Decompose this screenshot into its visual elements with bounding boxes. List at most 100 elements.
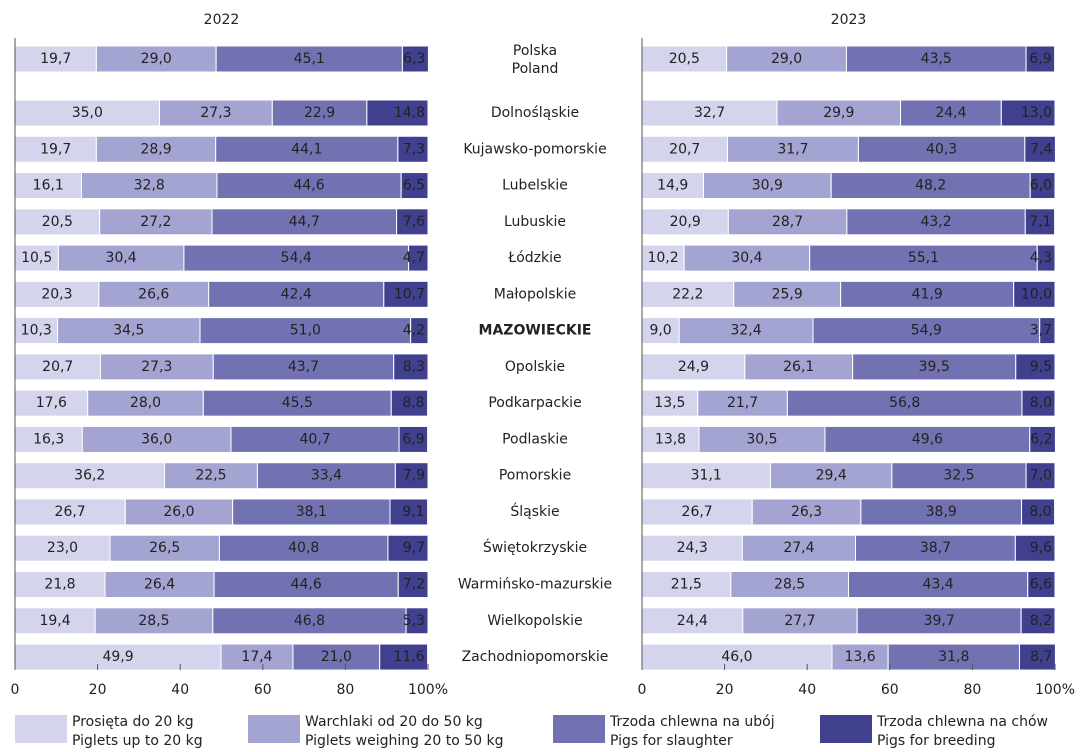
bar-segment xyxy=(98,280,210,308)
value-label: 54,9 xyxy=(911,323,942,339)
bar-segment xyxy=(786,389,1023,417)
legend-label-en: Pigs for slaughter xyxy=(610,733,733,749)
value-label: 31,8 xyxy=(938,649,969,665)
bar-segment xyxy=(857,135,1026,163)
value-label: 6,0 xyxy=(1030,178,1052,194)
value-label: 8,0 xyxy=(1030,395,1052,411)
x-tick-label: 100% xyxy=(408,682,448,698)
bar-segment xyxy=(396,208,429,236)
category-label: Śląskie xyxy=(510,502,559,520)
bar-segment xyxy=(57,244,185,272)
value-label: 10,2 xyxy=(647,250,678,266)
bar-segment xyxy=(408,244,429,272)
value-label: 22,5 xyxy=(195,468,226,484)
value-label: 49,6 xyxy=(912,431,943,447)
value-label: 9,0 xyxy=(649,323,671,339)
value-label: 24,4 xyxy=(935,105,966,121)
bar-segment xyxy=(256,462,396,490)
value-label: 28,5 xyxy=(138,613,169,629)
value-label: 27,3 xyxy=(200,105,231,121)
bar-segment xyxy=(394,462,429,490)
value-label: 27,3 xyxy=(141,359,172,375)
value-label: 9,5 xyxy=(1030,359,1052,375)
legend-label: Prosięta do 20 kg xyxy=(72,714,194,730)
value-label: 28,5 xyxy=(774,577,805,593)
value-label: 17,4 xyxy=(241,649,272,665)
value-label: 24,3 xyxy=(677,540,708,556)
value-label: 14,8 xyxy=(394,105,425,121)
bar-segment xyxy=(733,280,842,308)
value-label: 13,0 xyxy=(1021,105,1052,121)
value-label: 20,5 xyxy=(42,214,73,230)
value-label: 10,7 xyxy=(394,286,425,302)
value-label: 36,2 xyxy=(74,468,105,484)
legend-swatch xyxy=(553,715,605,743)
value-label: 31,7 xyxy=(777,141,808,157)
value-label: 54,4 xyxy=(281,250,312,266)
value-label: 26,3 xyxy=(791,504,822,520)
value-label: 22,9 xyxy=(304,105,335,121)
value-label: 30,4 xyxy=(106,250,137,266)
x-tick-label: 60 xyxy=(881,682,899,698)
bar-segment xyxy=(14,280,100,308)
bar-segment xyxy=(212,353,395,381)
value-label: 6,9 xyxy=(1029,51,1051,67)
category-label: Podkarpackie xyxy=(488,395,581,411)
value-label: 38,1 xyxy=(296,504,327,520)
value-label: 20,7 xyxy=(669,141,700,157)
value-label: 26,7 xyxy=(682,504,713,520)
legend-label-en: Piglets up to 20 kg xyxy=(72,733,203,749)
bar-segment xyxy=(769,462,893,490)
value-label: 8,8 xyxy=(402,395,424,411)
bar-segment xyxy=(678,317,814,345)
value-label: 13,8 xyxy=(655,431,686,447)
value-label: 40,8 xyxy=(288,540,319,556)
bar-segment xyxy=(14,462,166,490)
bar-segment xyxy=(387,534,429,562)
bar-segment xyxy=(1027,571,1056,599)
legend-label: Trzoda chlewna na chów xyxy=(876,714,1048,730)
bar-segment xyxy=(730,571,849,599)
category-label: Kujawsko-pomorskie xyxy=(463,141,606,157)
legend-swatch xyxy=(820,715,872,743)
x-tick-label: 0 xyxy=(638,682,647,698)
bar-segment xyxy=(393,353,429,381)
value-label: 9,7 xyxy=(403,540,425,556)
value-label: 40,3 xyxy=(926,141,957,157)
bar-segment xyxy=(891,462,1027,490)
bar-segment xyxy=(1015,353,1056,381)
value-label: 44,6 xyxy=(293,178,324,194)
value-label: 17,6 xyxy=(36,395,67,411)
value-label: 29,4 xyxy=(816,468,847,484)
value-label: 10,3 xyxy=(21,323,52,339)
bar-segment xyxy=(641,389,699,417)
value-label: 13,5 xyxy=(654,395,685,411)
value-label: 6,6 xyxy=(1030,577,1052,593)
value-label: 48,2 xyxy=(915,178,946,194)
value-label: 20,9 xyxy=(670,214,701,230)
bar-segment xyxy=(860,498,1023,526)
bar-segment xyxy=(81,425,232,453)
panel-title: 2023 xyxy=(831,12,867,28)
bar-segment xyxy=(1024,135,1056,163)
value-label: 46,0 xyxy=(721,649,752,665)
bar-segment xyxy=(1029,172,1056,200)
value-label: 27,4 xyxy=(783,540,814,556)
bar-segment xyxy=(292,643,381,671)
category-label: Dolnośląskie xyxy=(491,105,579,121)
bar-segment xyxy=(14,498,126,526)
bar-segment xyxy=(389,498,429,526)
value-label: 4,2 xyxy=(403,323,425,339)
value-label: 32,7 xyxy=(694,105,725,121)
bar-segment xyxy=(741,534,857,562)
bar-segment xyxy=(199,317,412,345)
bar-segment xyxy=(727,208,848,236)
value-label: 21,8 xyxy=(44,577,75,593)
value-label: 26,5 xyxy=(149,540,180,556)
value-label: 7,2 xyxy=(403,577,425,593)
category-label: Warmińsko-mazurskie xyxy=(458,577,612,593)
value-label: 16,1 xyxy=(33,178,64,194)
x-tick-label: 0 xyxy=(11,682,20,698)
legend-swatch xyxy=(15,715,67,743)
bar-segment xyxy=(379,643,429,671)
